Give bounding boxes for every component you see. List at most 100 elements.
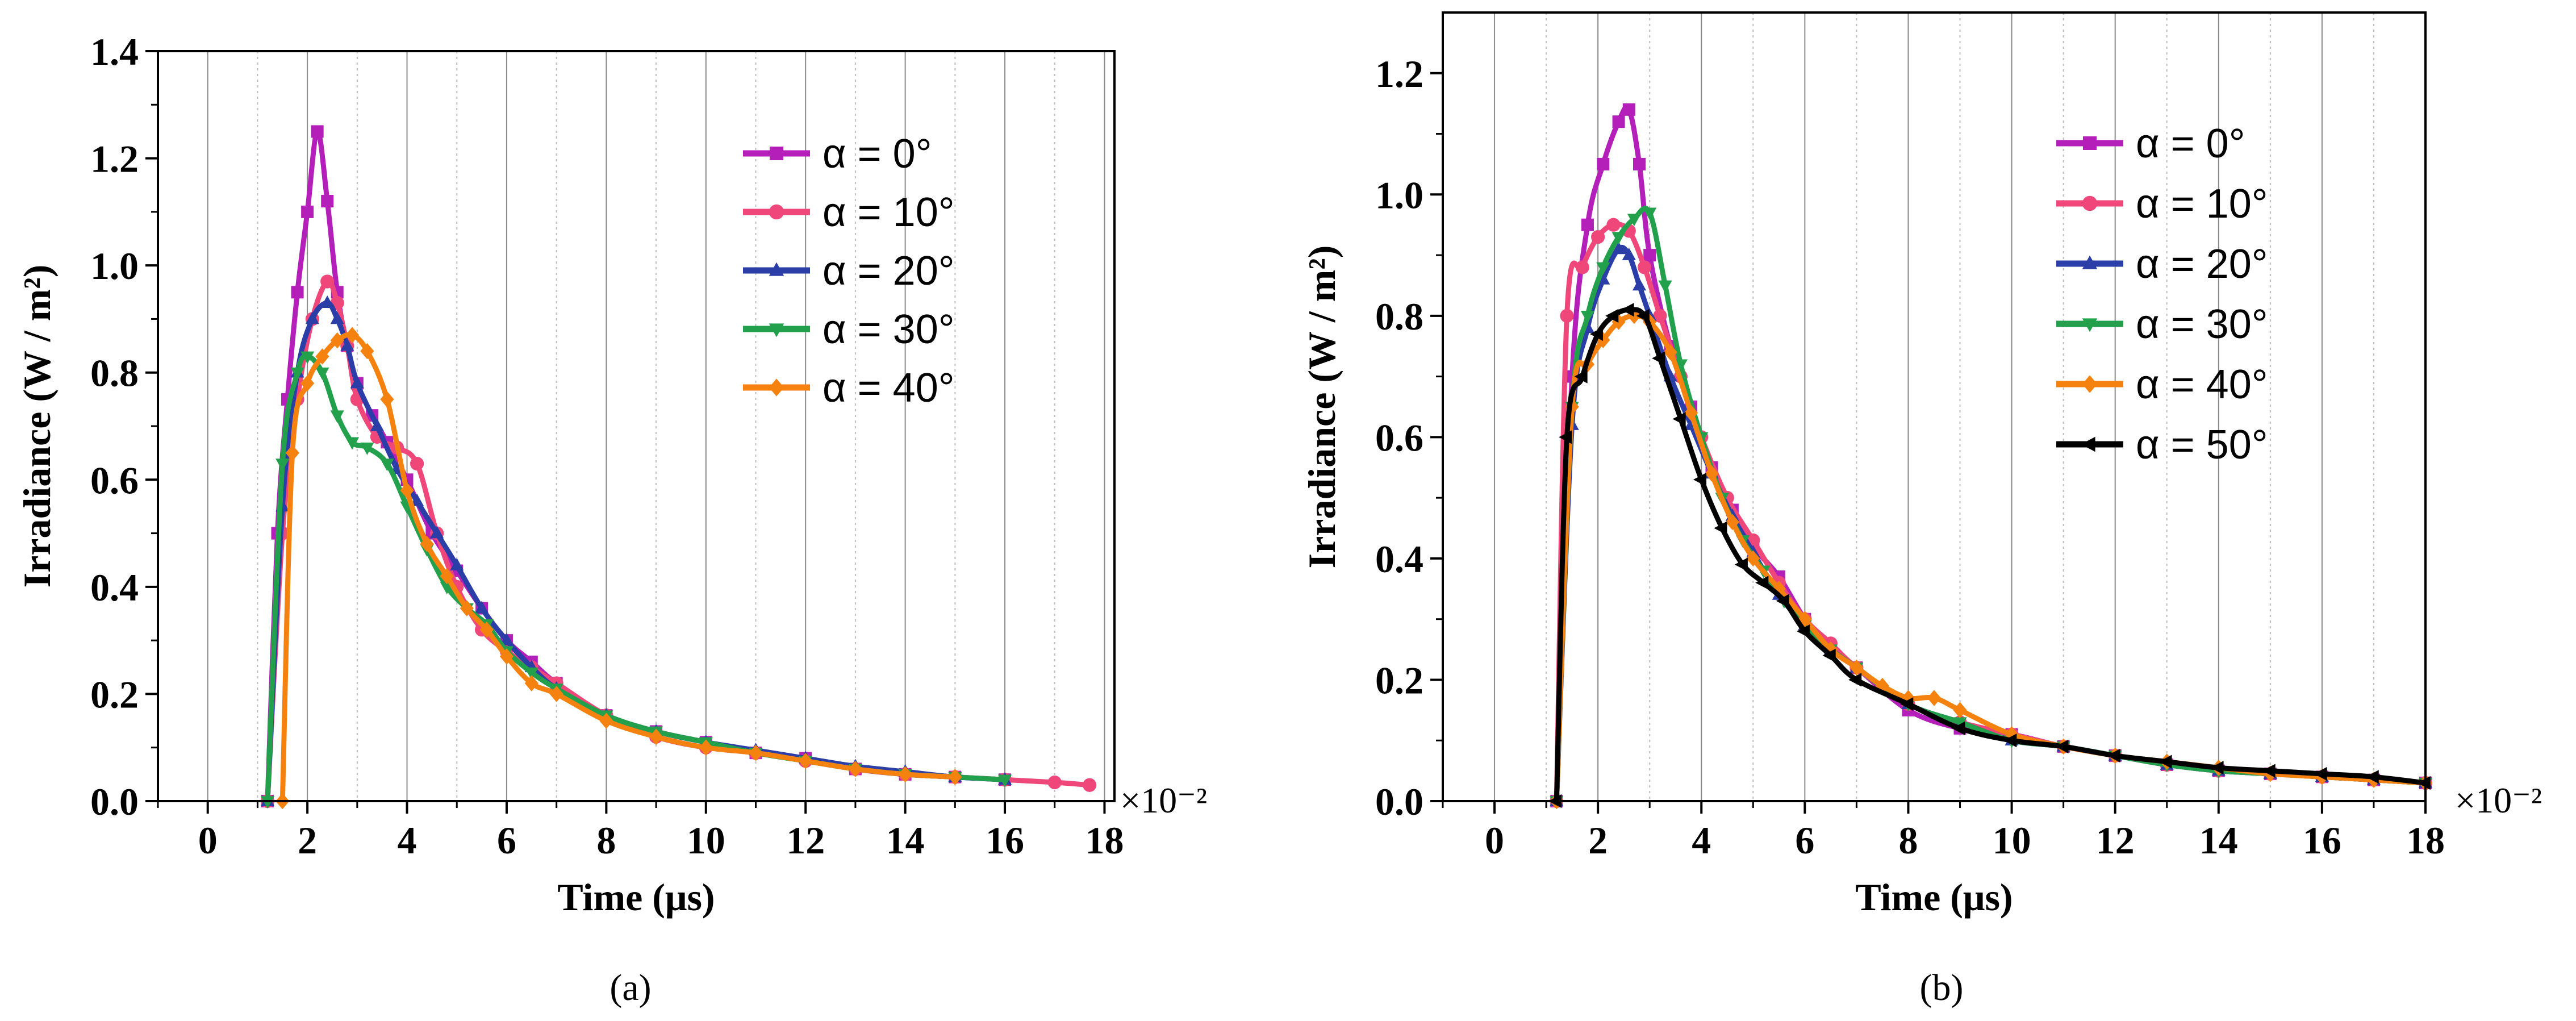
x-tick-label: 6 — [497, 819, 516, 862]
data-point — [749, 744, 763, 761]
y-tick-label: 0.6 — [1375, 416, 1423, 459]
data-point — [1596, 262, 1610, 275]
data-point — [948, 769, 962, 785]
data-point — [799, 752, 813, 769]
data-point — [1622, 247, 1636, 260]
data-point — [400, 482, 414, 499]
data-point — [2365, 770, 2379, 784]
panel-label: (a) — [609, 967, 651, 1009]
legend-marker — [769, 204, 784, 220]
x-axis: 0 2 4 6 8 10 12 14 16 18 — [157, 801, 1124, 862]
x-tick-label: 6 — [1795, 819, 1814, 862]
data-point — [1574, 369, 1588, 384]
data-point — [305, 311, 319, 324]
x-multiplier-label: ×10⁻² — [2455, 780, 2542, 820]
data-point — [291, 286, 304, 299]
y-tick-label: 1.2 — [1375, 52, 1423, 95]
y-tick-label: 1.0 — [1375, 173, 1423, 216]
x-tick-label: 16 — [986, 819, 1024, 862]
legend-marker — [2082, 255, 2098, 269]
plot-frame — [1442, 11, 2427, 802]
data-point — [1953, 702, 1967, 719]
y-tick-label: 0.0 — [90, 780, 139, 823]
data-point — [1565, 398, 1579, 415]
data-point — [1559, 430, 1572, 444]
data-point — [1705, 465, 1719, 482]
legend-entry-label: α = 10° — [2136, 181, 2268, 227]
data-point — [300, 375, 315, 391]
series-line-0 — [1554, 105, 2428, 804]
plot-frame — [157, 50, 1116, 802]
data-point — [1684, 405, 1698, 421]
data-point — [1663, 344, 1677, 361]
data-point — [1746, 550, 1760, 567]
data-point — [1621, 303, 1634, 317]
y-tick-label: 0.0 — [1375, 780, 1423, 823]
data-point — [1658, 280, 1672, 293]
data-point — [1849, 659, 1864, 676]
data-point — [1652, 351, 1665, 365]
data-point — [1638, 260, 1652, 274]
data-point — [1605, 309, 1619, 323]
data-point — [599, 712, 613, 729]
data-point — [370, 418, 385, 431]
data-point — [1627, 214, 1641, 227]
x-tick-label: 8 — [1898, 819, 1918, 862]
y-tick-label: 0.8 — [1375, 295, 1423, 338]
data-point — [1606, 218, 1621, 232]
data-point — [848, 761, 863, 777]
legend: α = 0° α = 10° α = 20° α = 30° α = 40° — [743, 131, 955, 411]
legend-marker — [769, 262, 784, 276]
legend-marker — [769, 323, 784, 337]
data-point — [410, 493, 424, 506]
data-point — [315, 367, 329, 380]
y-tick-label: 1.0 — [90, 244, 139, 287]
y-tick-label: 0.2 — [90, 673, 139, 716]
x-tick-label: 14 — [886, 819, 925, 862]
data-point — [1797, 624, 1810, 639]
data-point — [450, 557, 464, 570]
legend-entry-label: α = 0° — [823, 131, 932, 177]
x-axis-title: Time (μs) — [557, 876, 715, 919]
data-point — [649, 728, 663, 745]
data-point — [1693, 473, 1707, 487]
data-point — [460, 600, 474, 616]
data-point — [499, 632, 514, 645]
legend-marker — [2082, 318, 2098, 332]
x-tick-label: 12 — [786, 819, 825, 862]
gridlines — [1494, 12, 2426, 801]
series-line-1 — [265, 278, 1092, 804]
data-point — [430, 526, 444, 539]
legend-entry-label: α = 30° — [823, 307, 955, 352]
x-tick-label: 18 — [2406, 819, 2445, 862]
data-point — [1673, 359, 1688, 372]
data-point — [260, 796, 275, 809]
data-point — [1575, 260, 1589, 274]
data-point — [320, 274, 335, 289]
panel-label: (b) — [1920, 967, 1964, 1009]
chart-panel-a: 0 2 4 6 8 10 12 14 16 18 0.0 0.2 0.4 0.6 0.8 1.0 1.2 1.4 T… — [15, 30, 1207, 1009]
data-point — [1714, 521, 1727, 535]
y-axis-title: Irradiance (W / m²) — [15, 265, 59, 588]
data-point — [350, 376, 364, 389]
x-tick-label: 2 — [298, 819, 317, 862]
data-point — [1622, 103, 1635, 116]
data-point — [1927, 690, 1942, 706]
y-tick-label: 1.4 — [90, 30, 139, 73]
x-tick-label: 12 — [2096, 819, 2135, 862]
legend: α = 0° α = 10° α = 20° α = 30° α = 40° α = 50… — [2056, 121, 2268, 468]
x-tick-label: 4 — [398, 819, 417, 862]
data-point — [1653, 309, 1667, 323]
data-point — [1591, 230, 1605, 244]
series-line-3 — [1554, 206, 2428, 804]
y-tick-label: 0.4 — [90, 566, 139, 609]
data-point — [2159, 755, 2172, 769]
series-group — [260, 125, 1097, 810]
data-point — [1589, 327, 1603, 341]
data-point — [380, 391, 394, 408]
legend-entry-label: α = 30° — [2136, 302, 2268, 347]
data-point — [1725, 514, 1739, 531]
data-point — [1611, 232, 1626, 245]
data-point — [1734, 557, 1748, 572]
data-point — [1611, 241, 1626, 255]
